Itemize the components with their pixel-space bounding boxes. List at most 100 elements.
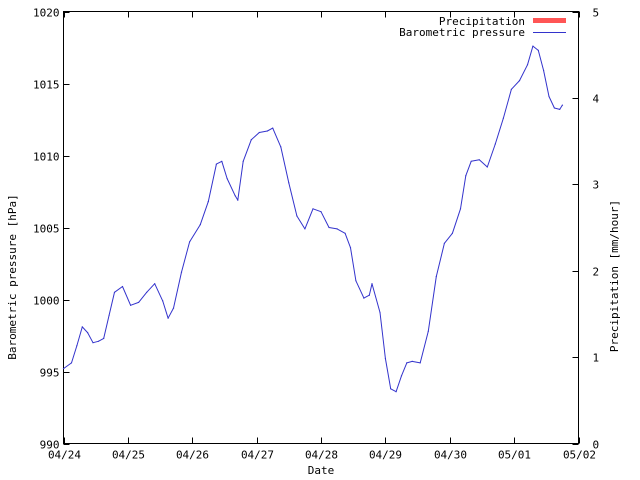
- series-point-barometric-pressure: [548, 95, 550, 98]
- series-point-barometric-pressure: [296, 215, 298, 217]
- right-y-tick-label: 5: [593, 7, 600, 20]
- series-point-barometric-pressure: [553, 107, 556, 109]
- series-point-barometric-pressure: [172, 307, 175, 309]
- series-point-barometric-pressure: [242, 160, 244, 162]
- series-point-barometric-pressure: [81, 326, 83, 328]
- series-point-barometric-pressure: [494, 143, 496, 145]
- series-point-barometric-pressure: [470, 160, 472, 162]
- right-y-tick-label: 1: [593, 352, 600, 365]
- series-point-barometric-pressure: [400, 375, 403, 377]
- left-y-tick-label: 1020: [33, 7, 60, 20]
- right-y-tick-label: 3: [593, 179, 600, 192]
- x-tick-label: 04/24: [48, 449, 81, 462]
- series-point-barometric-pressure: [250, 139, 252, 141]
- series-point-barometric-pressure: [502, 117, 504, 119]
- left-y-axis: 990 995 1000 1005 1010 1015 1020: [33, 7, 70, 452]
- series-point-barometric-pressure: [443, 242, 445, 244]
- series-point-barometric-pressure: [226, 177, 228, 180]
- left-y-tick-label: 995: [40, 367, 60, 380]
- series-point-barometric-pressure: [215, 163, 217, 165]
- series-point-barometric-pressure: [526, 64, 529, 66]
- x-tick-label: 04/30: [434, 449, 467, 462]
- left-y-tick-label: 1010: [33, 151, 60, 164]
- series-point-barometric-pressure: [221, 160, 223, 162]
- legend-label-precipitation: Precipitation: [439, 15, 525, 28]
- series-point-barometric-pressure: [199, 224, 201, 226]
- series-point-barometric-pressure: [379, 311, 381, 314]
- series-point-barometric-pressure: [510, 88, 512, 90]
- series-point-barometric-pressure: [97, 340, 99, 342]
- series-point-barometric-pressure: [371, 283, 373, 285]
- series-point-barometric-pressure: [154, 283, 156, 285]
- series-point-barometric-pressure: [320, 211, 322, 213]
- series-point-barometric-pressure: [234, 195, 236, 197]
- series-point-barometric-pressure: [336, 228, 338, 230]
- left-y-tick-label: 1015: [33, 79, 60, 92]
- series-point-barometric-pressure: [87, 332, 89, 334]
- series-point-barometric-pressure: [113, 291, 116, 293]
- series-point-barometric-pressure: [312, 208, 314, 210]
- series-point-barometric-pressure: [237, 199, 239, 201]
- series-point-barometric-pressure: [258, 131, 260, 134]
- left-y-tick-label: 1000: [33, 295, 60, 308]
- series-point-barometric-pressure: [146, 291, 148, 293]
- series-point-barometric-pressure: [266, 130, 268, 132]
- series-point-barometric-pressure: [328, 226, 330, 229]
- x-axis: 04/24 04/25 04/26 04/27 04/28 04/29 04/30 05/01…: [48, 11, 596, 462]
- series-point-barometric-pressure: [406, 362, 408, 364]
- series-point-barometric-pressure: [207, 201, 209, 203]
- series-point-barometric-pressure: [280, 146, 282, 148]
- left-y-tick-label: 1005: [33, 223, 60, 236]
- x-axis-label: Date: [308, 464, 335, 477]
- series-point-barometric-pressure: [543, 69, 545, 72]
- x-tick-label: 04/29: [369, 449, 402, 462]
- series-point-barometric-pressure: [355, 280, 357, 282]
- series-point-barometric-pressure: [162, 300, 164, 302]
- right-y-axis: 0 1 2 3 4 5: [572, 7, 600, 452]
- plot-series: [62, 45, 564, 393]
- left-y-tick-label: 990: [40, 439, 60, 452]
- series-point-barometric-pressure: [304, 228, 306, 230]
- series-point-barometric-pressure: [368, 294, 370, 296]
- x-tick-label: 04/26: [176, 449, 209, 462]
- series-point-barometric-pressure: [70, 362, 73, 364]
- right-y-tick-label: 2: [593, 266, 600, 279]
- right-y-axis-label: Precipitation [mm/hour]: [608, 200, 621, 352]
- series-point-barometric-pressure: [138, 301, 140, 303]
- series-point-barometric-pressure: [559, 108, 561, 110]
- series-point-barometric-pressure: [411, 360, 413, 362]
- series-line-barometric-pressure: [63, 45, 563, 393]
- series-point-barometric-pressure: [344, 232, 346, 234]
- series-point-barometric-pressure: [532, 45, 534, 47]
- legend-label-barometric-pressure: Barometric pressure: [399, 26, 525, 39]
- series-point-barometric-pressure: [108, 314, 110, 316]
- right-y-tick-label: 0: [593, 439, 600, 452]
- series-point-barometric-pressure: [435, 275, 437, 278]
- series-point-barometric-pressure: [561, 104, 564, 106]
- series-point-barometric-pressure: [130, 304, 132, 306]
- series-point-barometric-pressure: [121, 285, 124, 288]
- series-point-barometric-pressure: [427, 330, 429, 332]
- series-point-barometric-pressure: [76, 345, 78, 347]
- series-point-barometric-pressure: [478, 159, 480, 161]
- series-point-barometric-pressure: [459, 208, 462, 210]
- series-point-barometric-pressure: [451, 232, 453, 234]
- series-point-barometric-pressure: [395, 391, 397, 393]
- series-point-barometric-pressure: [180, 271, 183, 273]
- series-point-barometric-pressure: [349, 247, 352, 249]
- x-tick-label: 04/25: [112, 449, 145, 462]
- legend-swatch-precipitation: [533, 18, 566, 23]
- right-y-tick-label: 4: [593, 93, 600, 106]
- series-point-barometric-pressure: [288, 182, 290, 184]
- legend: Precipitation Barometric pressure: [399, 15, 566, 39]
- series-point-barometric-pressure: [486, 166, 488, 168]
- series-point-barometric-pressure: [419, 362, 421, 364]
- x-tick-label: 04/28: [305, 449, 338, 462]
- series-point-barometric-pressure: [167, 317, 169, 319]
- x-tick-label: 04/27: [241, 449, 274, 462]
- series-point-barometric-pressure: [465, 175, 467, 177]
- series-point-barometric-pressure: [537, 49, 539, 52]
- series-point-barometric-pressure: [92, 342, 94, 344]
- plot-frame: [63, 11, 579, 444]
